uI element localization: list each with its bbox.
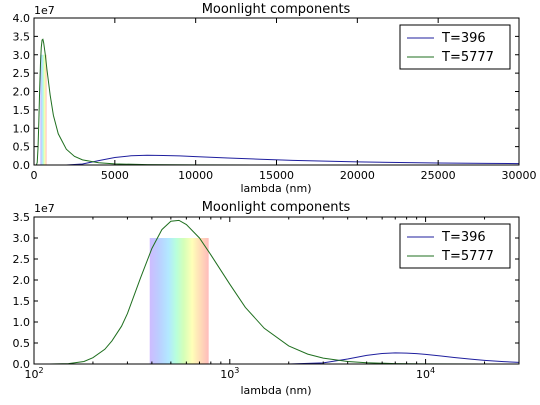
legend: T=396 T=5777 — [399, 24, 511, 70]
x-tick-label: 0 — [31, 169, 38, 182]
y-tick-label: 3.5 — [13, 211, 31, 224]
x-tick-label: 102 — [24, 366, 43, 381]
y-multiplier-label: 1e7 — [34, 4, 55, 17]
series-line-t396 — [34, 352, 520, 365]
chart-panel-log: Moonlight components 1e7 0.0 0.5 1.0 1.5 2.0… — [13, 200, 520, 397]
chart-title: Moonlight components — [202, 2, 351, 17]
chart-panel-linear: Moonlight components 1e7 0.0 0.5 1.0 1.5 2.0… — [13, 2, 537, 195]
x-tick-label: 103 — [220, 366, 239, 381]
legend-box — [399, 24, 511, 70]
y-tick-label: 0.0 — [13, 159, 31, 172]
x-tick-label: 10000 — [178, 169, 213, 182]
y-tick-label: 3.0 — [13, 232, 31, 245]
legend: T=396 T=5777 — [399, 223, 511, 269]
x-axis-label: lambda (nm) — [241, 182, 312, 195]
y-tick-label: 1.0 — [13, 316, 31, 329]
y-tick-label: 2.0 — [13, 86, 31, 99]
y-tick-label: 2.0 — [13, 274, 31, 287]
x-tick-label: 20000 — [340, 169, 375, 182]
x-tick-label: 104 — [416, 366, 435, 381]
y-tick-label: 0.5 — [13, 337, 31, 350]
visible-spectrum-band — [40, 54, 47, 165]
plot-frame — [33, 216, 520, 365]
y-tick-label: 2.5 — [13, 67, 31, 80]
legend-label: T=396 — [441, 230, 486, 245]
y-tick-label: 1.5 — [13, 104, 31, 117]
y-tick-label: 1.0 — [13, 122, 31, 135]
legend-box — [399, 223, 511, 269]
series-line-t5777 — [33, 219, 520, 365]
chart-title: Moonlight components — [202, 200, 351, 215]
y-tick-label: 0.5 — [13, 141, 31, 154]
y-tick-label: 0.0 — [13, 358, 31, 371]
y-tick-label: 3.5 — [13, 30, 31, 43]
legend-label: T=5777 — [441, 50, 494, 65]
x-axis-label: lambda (nm) — [241, 384, 312, 397]
x-tick-label: 15000 — [259, 169, 294, 182]
visible-spectrum-band — [149, 238, 209, 364]
y-tick-label: 4.0 — [13, 12, 31, 25]
x-tick-label: 25000 — [421, 169, 456, 182]
x-tick-label: 5000 — [101, 169, 129, 182]
y-multiplier-label: 1e7 — [34, 202, 55, 215]
legend-label: T=396 — [441, 31, 486, 46]
y-tick-label: 2.5 — [13, 253, 31, 266]
x-tick-label: 30000 — [502, 169, 537, 182]
y-tick-label: 1.5 — [13, 295, 31, 308]
y-tick-label: 3.0 — [13, 49, 31, 62]
legend-label: T=5777 — [441, 249, 494, 264]
